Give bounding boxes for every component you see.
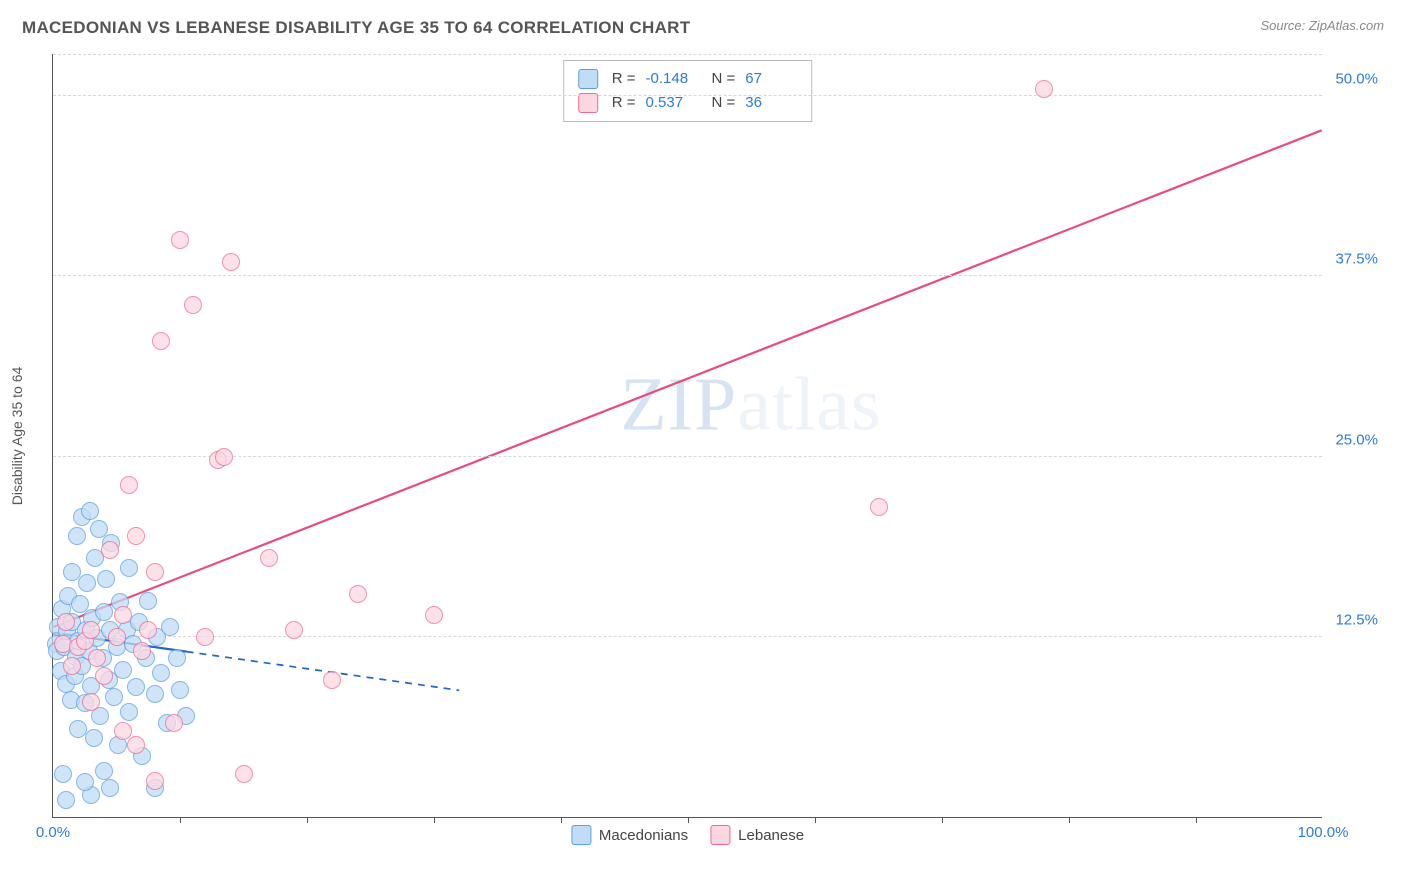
data-point bbox=[85, 729, 103, 747]
legend-label: Lebanese bbox=[738, 827, 804, 844]
correlation-legend: R =-0.148N =67R =0.537N =36 bbox=[563, 60, 813, 122]
data-point bbox=[127, 678, 145, 696]
data-point bbox=[152, 664, 170, 682]
data-point bbox=[161, 618, 179, 636]
data-point bbox=[127, 736, 145, 754]
x-tick bbox=[434, 817, 435, 823]
data-point bbox=[82, 621, 100, 639]
chart-title: MACEDONIAN VS LEBANESE DISABILITY AGE 35… bbox=[22, 18, 690, 38]
x-axis-label: 100.0% bbox=[1298, 824, 1349, 841]
legend-swatch bbox=[710, 825, 730, 845]
legend-n-value: 67 bbox=[745, 67, 797, 91]
data-point bbox=[114, 661, 132, 679]
data-point bbox=[285, 621, 303, 639]
y-tick-label: 37.5% bbox=[1335, 251, 1378, 268]
gridline bbox=[53, 54, 1322, 55]
data-point bbox=[68, 527, 86, 545]
y-tick-label: 25.0% bbox=[1335, 431, 1378, 448]
gridline bbox=[53, 95, 1322, 96]
data-point bbox=[184, 296, 202, 314]
data-point bbox=[95, 762, 113, 780]
data-point bbox=[235, 765, 253, 783]
legend-item: Macedonians bbox=[571, 825, 688, 845]
legend-n-label: N = bbox=[712, 67, 736, 91]
x-tick bbox=[561, 817, 562, 823]
data-point bbox=[127, 527, 145, 545]
data-point bbox=[323, 671, 341, 689]
x-tick bbox=[688, 817, 689, 823]
data-point bbox=[95, 667, 113, 685]
x-tick bbox=[942, 817, 943, 823]
trendlines-svg bbox=[53, 54, 1322, 817]
plot-area: ZIPatlas Disability Age 35 to 64 R =-0.1… bbox=[52, 54, 1322, 818]
y-axis-title: Disability Age 35 to 64 bbox=[9, 366, 25, 505]
data-point bbox=[165, 714, 183, 732]
data-point bbox=[97, 570, 115, 588]
legend-swatch bbox=[571, 825, 591, 845]
x-tick bbox=[1069, 817, 1070, 823]
data-point bbox=[171, 681, 189, 699]
data-point bbox=[425, 606, 443, 624]
data-point bbox=[196, 628, 214, 646]
legend-item: Lebanese bbox=[710, 825, 804, 845]
x-tick bbox=[307, 817, 308, 823]
data-point bbox=[171, 231, 189, 249]
data-point bbox=[105, 688, 123, 706]
y-tick-label: 50.0% bbox=[1335, 71, 1378, 88]
data-point bbox=[146, 563, 164, 581]
data-point bbox=[81, 502, 99, 520]
data-point bbox=[54, 765, 72, 783]
data-point bbox=[260, 549, 278, 567]
data-point bbox=[82, 693, 100, 711]
data-point bbox=[108, 628, 126, 646]
data-point bbox=[57, 791, 75, 809]
data-point bbox=[215, 448, 233, 466]
legend-swatch bbox=[578, 69, 598, 89]
y-tick-label: 12.5% bbox=[1335, 611, 1378, 628]
data-point bbox=[139, 621, 157, 639]
data-point bbox=[120, 703, 138, 721]
legend-label: Macedonians bbox=[599, 827, 688, 844]
x-tick bbox=[180, 817, 181, 823]
gridline bbox=[53, 636, 1322, 637]
x-tick bbox=[1196, 817, 1197, 823]
data-point bbox=[870, 498, 888, 516]
data-point bbox=[168, 649, 186, 667]
series-legend: Macedonians Lebanese bbox=[571, 825, 804, 845]
gridline bbox=[53, 456, 1322, 457]
data-point bbox=[152, 332, 170, 350]
data-point bbox=[349, 585, 367, 603]
data-point bbox=[133, 642, 151, 660]
data-point bbox=[120, 559, 138, 577]
chart-container: ZIPatlas Disability Age 35 to 64 R =-0.1… bbox=[52, 54, 1382, 844]
legend-r-label: R = bbox=[612, 67, 636, 91]
data-point bbox=[146, 772, 164, 790]
data-point bbox=[1035, 80, 1053, 98]
data-point bbox=[146, 685, 164, 703]
data-point bbox=[76, 773, 94, 791]
data-point bbox=[101, 779, 119, 797]
data-point bbox=[63, 657, 81, 675]
data-point bbox=[101, 541, 119, 559]
gridline bbox=[53, 275, 1322, 276]
data-point bbox=[95, 603, 113, 621]
data-point bbox=[120, 476, 138, 494]
data-point bbox=[88, 649, 106, 667]
source-attribution: Source: ZipAtlas.com bbox=[1260, 18, 1384, 33]
x-tick bbox=[815, 817, 816, 823]
data-point bbox=[139, 592, 157, 610]
data-point bbox=[222, 253, 240, 271]
data-point bbox=[57, 613, 75, 631]
data-point bbox=[114, 606, 132, 624]
legend-row: R = -0.148 N = 67 bbox=[578, 67, 798, 91]
data-point bbox=[78, 574, 96, 592]
x-axis-label: 0.0% bbox=[36, 824, 70, 841]
legend-r-value: -0.148 bbox=[646, 67, 698, 91]
